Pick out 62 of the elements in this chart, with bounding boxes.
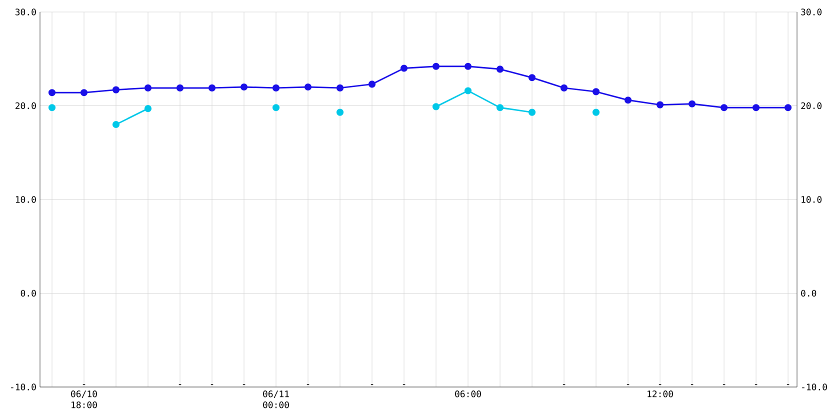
point [368,80,376,88]
y-tick-label: 20.0 [16,102,36,110]
point [112,86,120,94]
annotation: - [178,384,182,385]
y-tick-label: -10.0 [11,384,36,390]
point [752,104,760,112]
point [112,120,120,128]
point [272,104,280,112]
x-tick-label: 12:00 [648,390,673,398]
point [80,89,88,96]
y-tick-label: 30.0 [15,8,36,16]
y-tick-label: 10.0 [16,196,36,203]
point [784,104,792,112]
annotation: - [82,384,86,385]
point [432,103,440,110]
point [464,87,472,94]
point [144,105,152,112]
y2-tick-label: 30.0 [801,8,822,16]
point [240,83,248,91]
y-tick-label: 0.0 [20,290,36,297]
point [720,104,728,112]
point [176,84,184,92]
annotation: - [754,384,758,385]
annotation: - [786,384,790,385]
point [272,84,280,92]
x-tick-label: 06/11 00:00 [263,390,289,408]
point [496,66,504,73]
point [48,89,56,96]
y2-tick-label: 20.0 [801,102,822,110]
point [400,64,408,72]
point [496,104,504,112]
annotation: - [210,384,214,385]
point [528,74,536,82]
point [336,84,344,92]
point [688,100,696,108]
point [656,101,664,108]
point [592,88,600,96]
y2-tick-label: 10.0 [802,196,822,203]
x-tick-label: 06:00 [455,390,481,398]
point [48,104,56,112]
point [144,84,152,92]
point [528,108,536,116]
point [464,62,472,70]
point [336,108,344,116]
annotation: - [626,384,630,385]
annotation: - [658,384,662,385]
y2-tick-label: -10.0 [802,384,827,390]
point [432,62,440,70]
point [624,96,632,104]
y2-tick-label: 0.0 [801,290,816,297]
point [208,84,216,92]
annotation: - [562,384,566,385]
annotation: - [402,384,406,385]
annotation: - [370,384,374,385]
point [560,84,568,92]
annotation: - [690,384,694,385]
point [304,83,312,91]
x-tick-label: 06/10 18:00 [71,390,97,408]
annotation: - [306,384,310,385]
annotation: - [722,384,726,385]
annotation: - [242,384,246,385]
point [592,108,600,116]
